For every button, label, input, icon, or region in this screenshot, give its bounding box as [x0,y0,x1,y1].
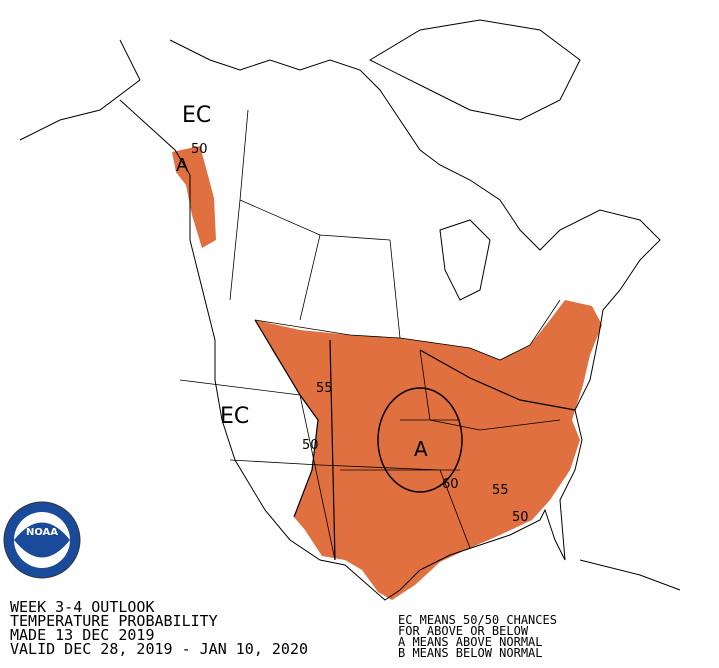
info-line: VALID DEC 28, 2019 - JAN 10, 2020 [10,640,308,658]
contour-label: 50 [302,438,319,453]
legend-line: A MEANS ABOVE NORMAL [398,635,543,649]
us-canada-border [254,299,561,361]
logo-text: NOAA [26,527,58,538]
legend-line: EC MEANS 50/50 CHANCES [398,613,557,627]
info-line: WEEK 3-4 OUTLOOK [10,598,155,616]
probability-contour [419,349,576,411]
noaa-logo-bird [14,522,70,558]
probability-contour [377,387,463,493]
greenland-arctic [368,19,581,121]
state-province-borders [179,109,561,561]
contour-label: 60 [442,477,459,492]
above-normal-area [255,300,602,600]
above-normal-area [172,146,216,248]
info-line: TEMPERATURE PROBABILITY [10,612,218,630]
region-label: A [414,437,428,461]
coastline [19,39,661,601]
region-label: EC [220,404,249,429]
hudson-bay [439,219,491,301]
info-line: MADE 13 DEC 2019 [10,626,155,644]
contour-label: 50 [512,510,529,525]
probability-contour [254,319,319,518]
contour-label: 50 [191,142,208,157]
legend-line: B MEANS BELOW NORMAL [398,646,543,660]
legend-line: FOR ABOVE OR BELOW [398,624,529,638]
probability-contour [329,339,336,561]
caribbean [579,559,681,591]
contour-label: 55 [316,381,333,396]
region-label: EC [182,103,211,128]
contour-label: 55 [492,483,509,498]
region-label: A [176,155,189,176]
